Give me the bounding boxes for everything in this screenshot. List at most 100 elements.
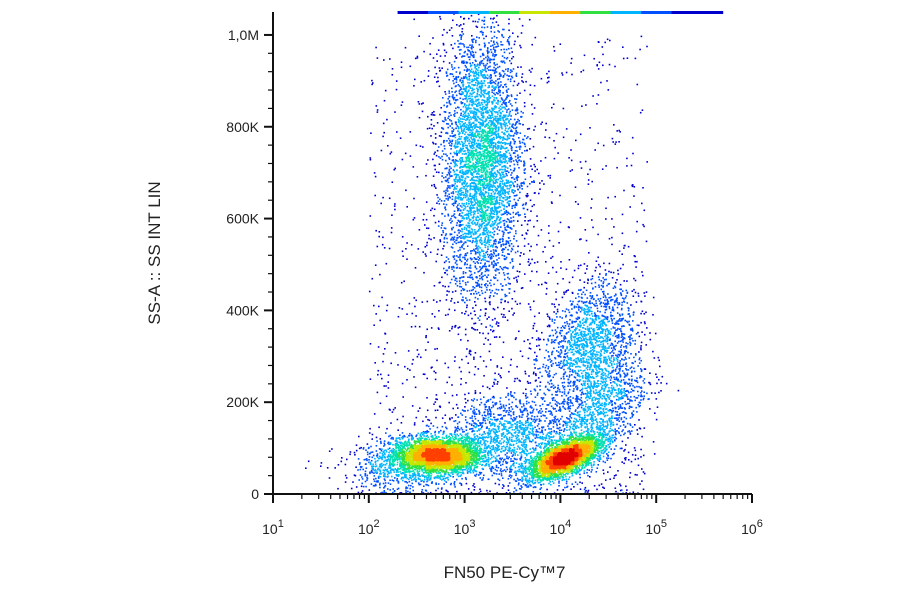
event-dot <box>589 405 592 408</box>
event-dot <box>514 452 516 455</box>
event-dot <box>622 429 624 431</box>
event-dot <box>413 424 416 426</box>
event-dot <box>517 188 519 191</box>
event-dot <box>507 75 510 77</box>
event-dot <box>603 487 605 489</box>
event-dot <box>418 103 421 105</box>
event-dot <box>503 314 505 316</box>
event-dot <box>505 98 507 100</box>
event-dot <box>497 66 499 69</box>
event-dot <box>638 351 640 353</box>
event-dot <box>510 75 513 78</box>
event-dot <box>433 403 435 405</box>
event-dot <box>454 217 457 219</box>
event-dot <box>523 182 525 185</box>
event-dot <box>500 60 502 63</box>
event-dot <box>513 127 515 130</box>
event-dot <box>581 388 583 391</box>
event-dot <box>448 196 451 198</box>
event-dot <box>505 462 508 464</box>
event-dot <box>369 427 371 430</box>
event-dot <box>509 467 511 469</box>
event-dot <box>521 234 524 236</box>
event-dot <box>451 159 454 162</box>
event-dot <box>369 157 372 159</box>
event-dot <box>472 288 474 291</box>
event-dot <box>453 184 455 187</box>
event-dot <box>534 441 537 444</box>
event-dot <box>478 409 480 412</box>
event-dot <box>493 233 495 236</box>
event-dot <box>605 350 607 352</box>
event-dot <box>434 137 437 139</box>
event-dot <box>453 481 456 483</box>
event-dot <box>460 234 462 237</box>
event-dot <box>485 251 487 254</box>
event-dot <box>640 391 642 394</box>
event-dot <box>510 452 513 454</box>
event-dot <box>413 376 415 378</box>
event-dot <box>503 48 505 51</box>
event-dot <box>498 406 501 409</box>
event-dot <box>596 488 598 491</box>
event-dot <box>541 397 544 400</box>
event-dot <box>446 174 448 176</box>
event-dot <box>529 382 532 384</box>
event-dot <box>484 300 487 303</box>
event-dot <box>425 163 428 165</box>
event-dot <box>456 98 459 101</box>
event-dot <box>605 370 608 372</box>
event-dot <box>493 66 495 69</box>
event-dot <box>533 418 535 421</box>
event-dot <box>432 175 435 177</box>
event-dot <box>613 333 616 335</box>
event-dot <box>482 62 485 65</box>
event-dot <box>571 292 574 294</box>
event-dot <box>482 52 484 55</box>
event-dot <box>451 227 453 230</box>
event-dot <box>457 84 460 86</box>
event-dot <box>564 408 567 410</box>
event-dot <box>473 272 476 274</box>
event-dot <box>362 447 365 449</box>
event-dot <box>494 75 497 77</box>
event-dot <box>490 423 492 425</box>
event-dot <box>501 35 503 37</box>
event-dot <box>626 165 628 167</box>
event-dot <box>444 195 447 197</box>
event-dot <box>461 61 463 64</box>
event-dot <box>455 478 458 481</box>
event-dot <box>417 248 420 250</box>
event-dot <box>473 322 475 325</box>
event-dot <box>474 475 477 477</box>
event-dot <box>479 55 482 58</box>
event-dot <box>544 246 546 248</box>
event-dot <box>383 451 385 453</box>
event-dot <box>631 414 634 416</box>
event-dot <box>615 357 618 359</box>
event-dot <box>566 402 569 405</box>
event-dot <box>437 49 440 51</box>
event-dot <box>492 329 495 332</box>
event-dot <box>488 422 491 424</box>
event-dot <box>451 228 453 231</box>
event-dot <box>564 310 566 313</box>
event-dot <box>540 77 543 80</box>
event-dot <box>553 50 556 52</box>
event-dot <box>469 264 472 267</box>
event-dot <box>500 464 502 467</box>
event-dot <box>545 385 547 388</box>
event-dot <box>472 46 474 48</box>
event-dot <box>464 328 467 331</box>
event-dot <box>529 138 532 140</box>
event-dot <box>604 461 606 464</box>
event-dot <box>441 487 443 489</box>
event-dot <box>512 265 515 268</box>
event-dot <box>464 262 466 264</box>
event-dot <box>539 367 541 370</box>
event-dot <box>526 185 529 188</box>
event-dot <box>381 296 383 299</box>
event-dot <box>454 262 457 264</box>
event-dot <box>625 358 627 360</box>
event-dot <box>608 417 611 419</box>
